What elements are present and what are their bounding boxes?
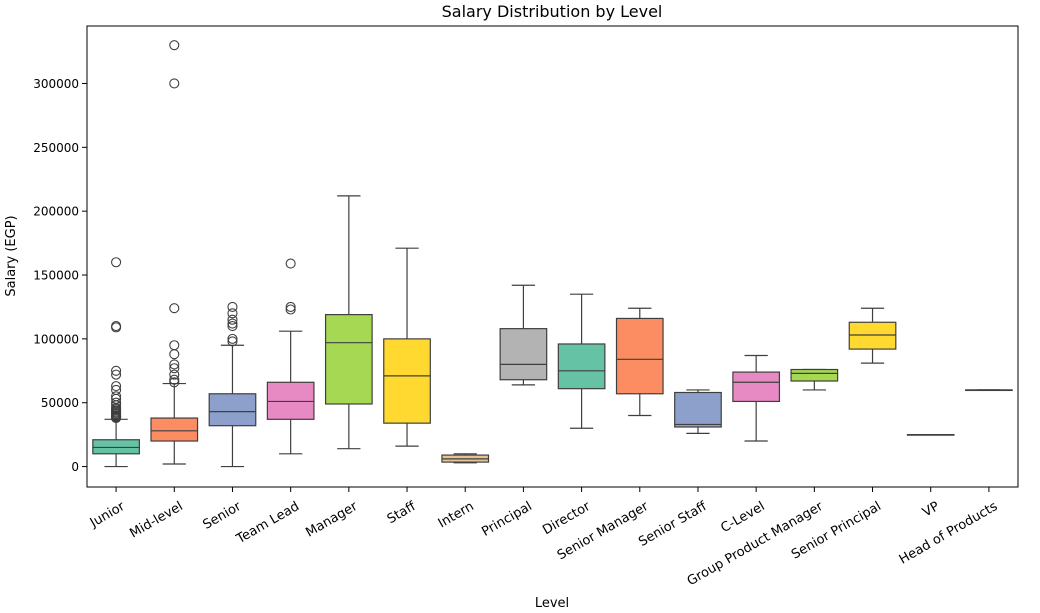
iqr-box	[615, 317, 664, 395]
box-intern	[441, 453, 490, 464]
iqr-box	[732, 371, 781, 403]
x-tick-label: C-Level	[718, 499, 767, 536]
y-tick-label: 200000	[33, 205, 79, 219]
iqr-box	[92, 439, 140, 455]
outlier-point	[227, 314, 238, 325]
outlier-point	[285, 258, 296, 269]
outlier-point	[111, 381, 122, 392]
outlier-point	[111, 365, 122, 376]
box-vp	[906, 434, 955, 436]
x-tick-label: Intern	[436, 499, 477, 531]
x-tick-label: Team Lead	[233, 499, 302, 547]
outlier-point	[227, 336, 238, 347]
y-axis-label: Salary (EGP)	[4, 215, 19, 296]
outlier-point	[169, 359, 180, 370]
box-team-lead	[266, 258, 315, 455]
y-tick-label: 150000	[33, 269, 79, 283]
box-senior	[208, 301, 257, 468]
box-group-product-manager	[790, 368, 839, 391]
x-tick-label: Manager	[303, 499, 360, 541]
outlier-point	[169, 303, 180, 314]
plot-frame	[86, 25, 1019, 488]
outlier-point	[169, 340, 180, 351]
iqr-box	[674, 391, 722, 428]
outlier-point	[285, 304, 296, 315]
chart-title: Salary Distribution by Level	[442, 2, 663, 21]
x-tick-label: Mid-level	[127, 499, 185, 541]
outlier-point	[169, 40, 180, 51]
box-c-level	[732, 354, 781, 442]
iqr-box	[790, 368, 839, 382]
y-tick-label: 0	[71, 460, 79, 474]
outlier-point	[169, 363, 180, 374]
iqr-box	[383, 338, 431, 424]
x-axis-label: Level	[535, 596, 569, 611]
box-manager	[324, 195, 373, 450]
x-tick-label: VP	[920, 499, 942, 520]
outlier-point	[111, 257, 122, 268]
box-head-of-products	[965, 389, 1013, 392]
outlier-point	[169, 78, 180, 89]
box-mid-level	[150, 40, 199, 465]
outlier-point	[111, 322, 122, 333]
x-tick-label: Staff	[385, 499, 420, 528]
outlier-point	[227, 318, 238, 329]
iqr-box	[266, 381, 315, 420]
outlier-point	[169, 349, 180, 360]
outlier-point	[169, 377, 180, 388]
box-principal	[499, 284, 548, 386]
outlier-point	[111, 369, 122, 380]
outlier-point	[169, 374, 180, 385]
x-tick-label: Senior	[201, 499, 245, 533]
box-senior-principal	[848, 307, 897, 364]
iqr-box	[557, 343, 606, 390]
outlier-point	[227, 321, 238, 332]
box-director	[557, 293, 606, 429]
y-tick-label: 100000	[33, 332, 79, 346]
iqr-box	[324, 314, 373, 405]
iqr-box	[848, 321, 897, 350]
outlier-point	[111, 412, 122, 424]
outlier-point	[169, 369, 180, 380]
plot-area	[92, 40, 1013, 468]
box-junior	[92, 257, 140, 468]
y-tick-label: 50000	[41, 396, 79, 410]
x-tick-label: Junior	[87, 499, 128, 531]
x-tick-label: Head of Products	[897, 499, 1001, 568]
y-tick-label: 250000	[33, 141, 79, 155]
box-senior-manager	[615, 307, 664, 417]
x-tick-label: Principal	[479, 499, 534, 540]
y-tick-label: 300000	[33, 77, 79, 91]
box-staff	[383, 247, 431, 447]
iqr-box	[150, 417, 199, 442]
iqr-box	[208, 393, 257, 427]
outlier-point	[227, 301, 238, 312]
box-senior-staff	[674, 389, 722, 434]
outlier-point	[285, 301, 296, 312]
outlier-point	[227, 308, 238, 319]
iqr-box	[499, 328, 548, 381]
outlier-point	[227, 333, 238, 344]
